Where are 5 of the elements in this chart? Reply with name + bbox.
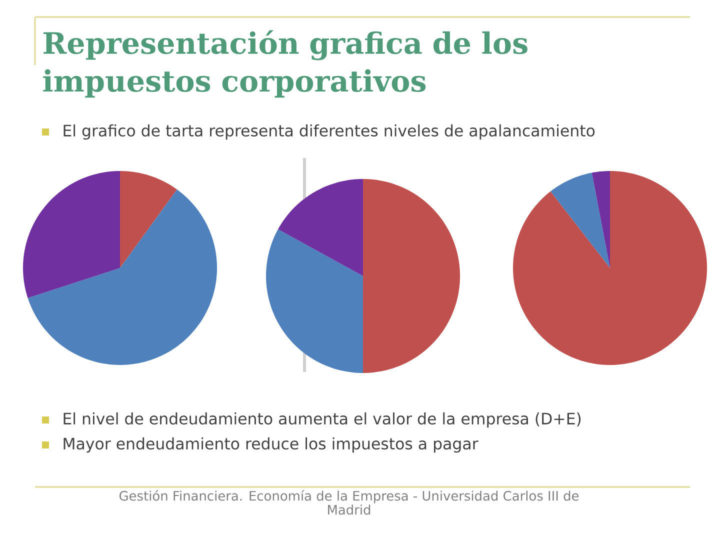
text: Mayor endeudamiento reduce los impuestos a pagar [64,437,478,453]
text: El nivel de endeudamiento aumenta el valor de la empresa (D+E) [64,412,581,428]
text: Representación grafica de los impuestos corporativos [43,30,528,98]
text: El grafico de tarta representa diferentes niveles de apalancamiento [64,124,595,140]
text: Gestión Financiera. Economía de la Empresa - Universidad Carlos III de Madrid [120,490,579,515]
